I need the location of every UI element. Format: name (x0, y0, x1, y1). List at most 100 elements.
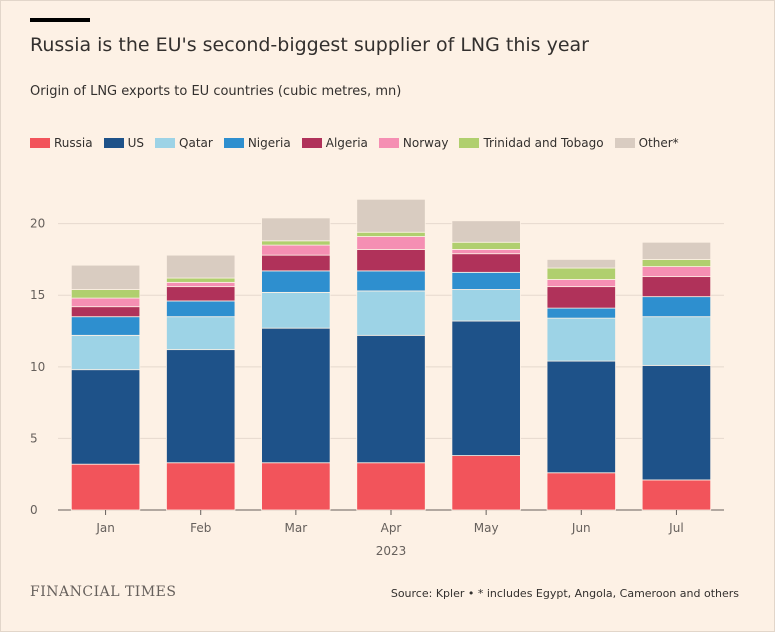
legend-item: US (103, 134, 145, 151)
source-note: Source: Kpler • * includes Egypt, Angola… (390, 587, 739, 600)
legend-swatch (459, 137, 480, 148)
bar-segment (70, 289, 141, 299)
bar-segment (451, 253, 521, 273)
legend-label: Other* (638, 135, 679, 150)
bar-segment (356, 334, 426, 464)
bar-segment (70, 306, 141, 318)
bar-segment (261, 240, 331, 246)
legend-swatch (378, 137, 399, 148)
bar-segment (641, 296, 712, 318)
legend-label: Nigeria (247, 135, 291, 150)
x-axis-label: 2023 (376, 544, 407, 558)
bar-segment (641, 241, 712, 260)
bar-segment (166, 254, 236, 279)
legend-label: US (127, 135, 145, 150)
bar-segment (546, 267, 616, 280)
publisher-logo: FINANCIAL TIMES (30, 584, 177, 600)
x-tick-label: Jul (668, 521, 683, 535)
legend-label: Trinidad and Tobago (483, 135, 604, 150)
chart-title: Russia is the EU's second-biggest suppli… (30, 34, 589, 56)
bar-segment (261, 327, 331, 464)
bar-segment (451, 289, 521, 322)
bar-segment (451, 271, 521, 290)
legend-swatch (30, 137, 50, 148)
y-tick-label: 10 (30, 360, 45, 374)
bar-segment (641, 276, 712, 298)
x-tick-label: May (474, 521, 499, 535)
bar-segment (546, 472, 616, 511)
y-tick-label: 0 (30, 503, 38, 517)
bar-segment (166, 300, 236, 318)
bar-segment (166, 277, 236, 283)
bar-segment (70, 264, 141, 290)
y-tick-label: 5 (30, 431, 38, 445)
bar-segment (261, 462, 331, 511)
bar-segment (70, 316, 141, 336)
legend-swatch (155, 137, 176, 148)
bar-segment (261, 217, 331, 242)
bar-segment (356, 270, 426, 292)
bar-segment (546, 317, 616, 362)
bar-segment (546, 360, 616, 474)
legend-label: Algeria (325, 135, 368, 150)
bar-segment (356, 198, 426, 233)
bar-segment (641, 259, 712, 267)
legend-item: Algeria (301, 134, 368, 151)
x-tick-label: Apr (381, 521, 402, 535)
bar-segment (546, 279, 616, 288)
bar-segment (546, 307, 616, 319)
bar-segment (451, 320, 521, 456)
bar-segment (70, 297, 141, 308)
legend-swatch (301, 137, 322, 148)
legend-item: Qatar (155, 134, 213, 151)
x-tick-label: Jun (571, 521, 591, 535)
legend-item: Other* (614, 134, 679, 151)
legend-swatch (614, 137, 635, 148)
bar-segment (356, 290, 426, 336)
x-tick-label: Jan (95, 521, 115, 535)
bar-segment (641, 266, 712, 278)
bar-segment (166, 316, 236, 351)
bar-segment (451, 249, 521, 255)
bar-segment (451, 220, 521, 243)
x-tick-label: Feb (190, 521, 211, 535)
legend-item: Trinidad and Tobago (459, 134, 604, 151)
bar-segment (356, 249, 426, 272)
bar-segment (70, 334, 141, 371)
bar-segment (641, 364, 712, 481)
chart-legend: Russia US Qatar Nigeria Algeria Norway Trinida… (30, 134, 730, 151)
x-tick-label: Mar (285, 521, 308, 535)
bar-segment (641, 316, 712, 366)
legend-swatch (103, 137, 124, 148)
bar-segment (356, 231, 426, 237)
bar-segment (70, 369, 141, 465)
legend-swatch (223, 137, 244, 148)
legend-label: Norway (402, 135, 449, 150)
bar-segment (641, 479, 712, 511)
y-tick-label: 15 (30, 288, 45, 302)
bar-segment (356, 236, 426, 250)
bar-segment (451, 241, 521, 250)
bar-segment (261, 291, 331, 329)
bar-segment (261, 244, 331, 256)
bar-segment (166, 281, 236, 288)
bar-segment (261, 270, 331, 293)
bar-segment (546, 259, 616, 269)
bar-segment (166, 349, 236, 464)
chart-subtitle: Origin of LNG exports to EU countries (c… (30, 84, 402, 99)
legend-label: Russia (54, 135, 93, 150)
legend-item: Norway (378, 134, 449, 151)
bar-segment (546, 286, 616, 309)
bar-segment (70, 463, 141, 511)
bar-segment (356, 462, 426, 511)
bar-segment (166, 462, 236, 511)
legend-item: Russia (30, 134, 93, 151)
y-tick-label: 20 (30, 217, 45, 231)
header-accent-bar (30, 18, 90, 22)
legend-label: Qatar (179, 135, 213, 150)
legend-item: Nigeria (223, 134, 291, 151)
bar-segment (261, 254, 331, 272)
bar-segment (166, 286, 236, 302)
bar-segment (451, 455, 521, 511)
